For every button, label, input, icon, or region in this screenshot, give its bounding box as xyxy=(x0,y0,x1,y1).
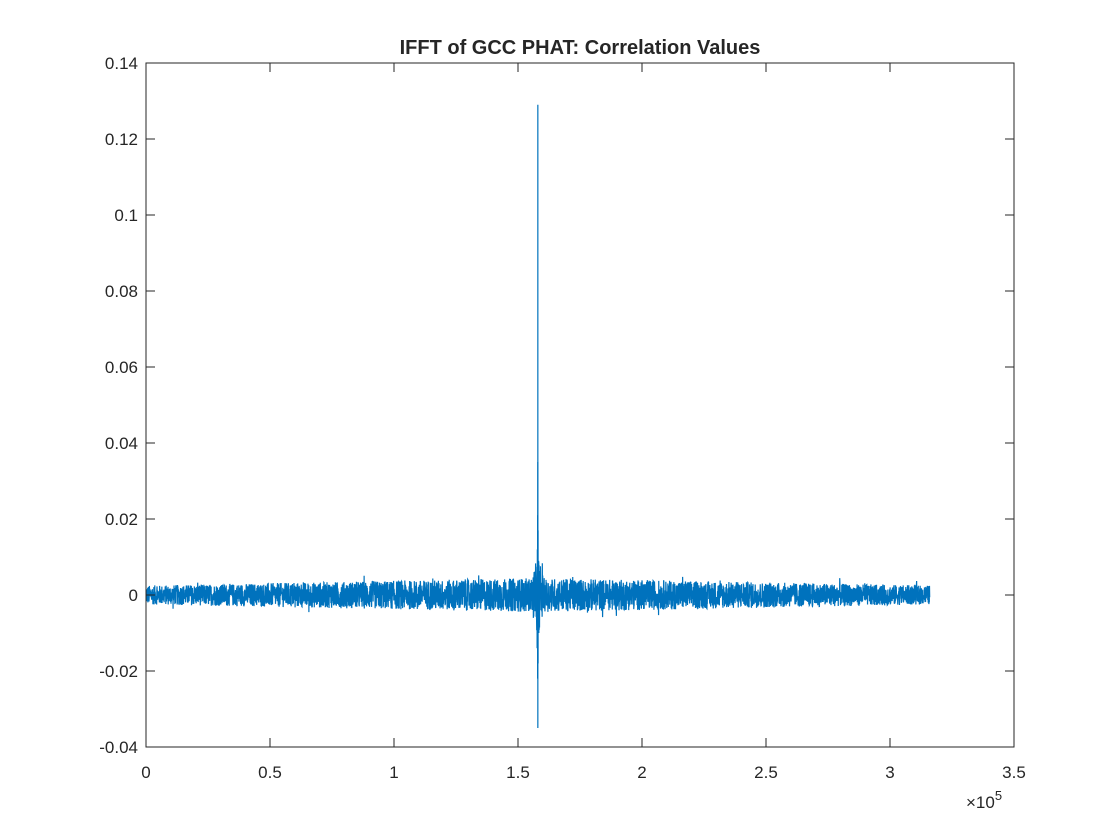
y-tick-label: 0 xyxy=(129,586,138,605)
axes: 0 0.5 1 1.5 2 2.5 3 3.5 -0.04 -0.02 0 0.02 0.04 0.06 0… xyxy=(99,54,1026,782)
y-tick-label: -0.02 xyxy=(99,662,138,681)
x-tick-label: 1 xyxy=(389,763,398,782)
x-tick-label: 2.5 xyxy=(754,763,778,782)
x-axis-exponent: ×105 xyxy=(966,788,1002,812)
plot-area xyxy=(145,104,931,728)
y-tick-label: 0.04 xyxy=(105,434,138,453)
chart-title: IFFT of GCC PHAT: Correlation Values xyxy=(400,37,761,59)
x-tick-label: 2 xyxy=(637,763,646,782)
x-tick-label: 0.5 xyxy=(258,763,282,782)
y-tick-label: 0.06 xyxy=(105,358,138,377)
y-tick-label: 0.08 xyxy=(105,282,138,301)
y-tick-label: 0.1 xyxy=(114,206,138,225)
x-axis-exponent-power: 5 xyxy=(995,788,1002,803)
x-tick-label: 3.5 xyxy=(1002,763,1026,782)
y-tick-label: 0.14 xyxy=(105,54,138,73)
x-tick-label: 1.5 xyxy=(506,763,530,782)
x-tick-label: 0 xyxy=(141,763,150,782)
y-tick-label: -0.04 xyxy=(99,738,138,757)
axes-box xyxy=(145,62,1015,748)
y-tick-label: 0.12 xyxy=(105,130,138,149)
x-tick-label: 3 xyxy=(885,763,894,782)
y-tick-label: 0.02 xyxy=(105,510,138,529)
x-axis-exponent-base: ×10 xyxy=(966,793,995,812)
